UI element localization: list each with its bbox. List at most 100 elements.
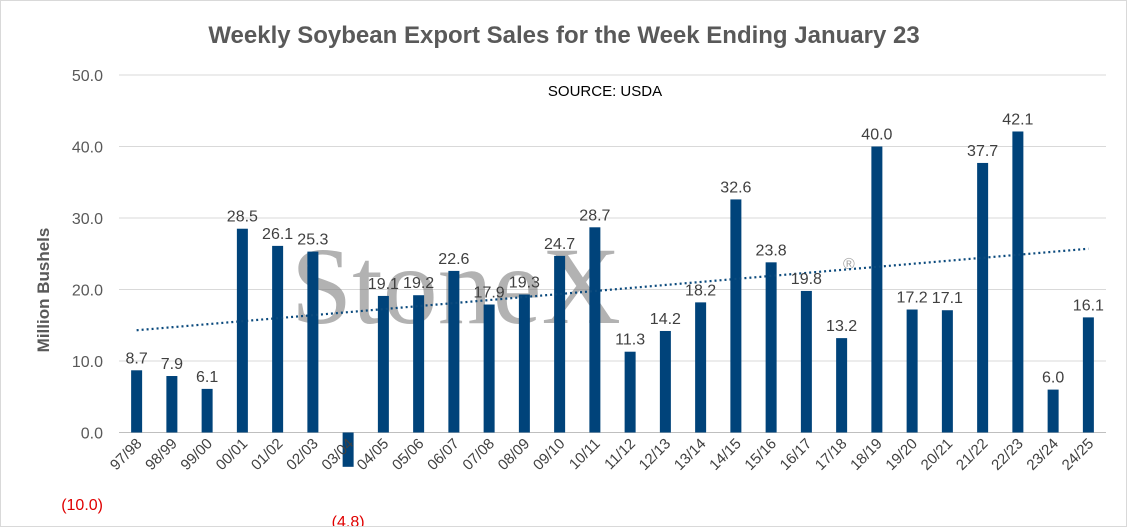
x-tick-label: 19/20 (882, 435, 921, 474)
data-label: 23.8 (756, 242, 787, 259)
x-tick-label: 15/16 (741, 435, 780, 474)
data-label: 24.7 (544, 236, 575, 253)
x-tick-label: 02/03 (283, 435, 322, 474)
y-tick-label: 50.0 (72, 68, 103, 85)
data-label: 32.6 (720, 179, 751, 196)
data-label: 17.9 (474, 285, 505, 302)
data-label: 11.3 (615, 332, 645, 349)
bar (166, 376, 178, 433)
y-axis-ticks: (10.0) 0.0 10.0 20.0 30.0 40.0 50.0 (61, 68, 103, 514)
data-label: 6.1 (196, 369, 218, 386)
y-tick-label: 40.0 (72, 140, 103, 157)
bar (236, 228, 248, 433)
bar (342, 432, 354, 467)
bar (765, 262, 777, 433)
x-tick-label: 04/05 (354, 435, 393, 474)
y-tick-label: 10.0 (72, 354, 103, 371)
data-label: 17.2 (897, 290, 928, 307)
x-tick-label: 05/06 (389, 435, 428, 474)
x-tick-label: 09/10 (530, 435, 569, 474)
bar (307, 251, 319, 433)
data-label: 28.7 (579, 207, 610, 224)
data-label: 8.7 (126, 350, 148, 367)
bar (1047, 389, 1059, 433)
x-tick-label: 00/01 (213, 435, 252, 474)
source-note: SOURCE: USDA (548, 83, 662, 100)
data-label: 16.1 (1073, 297, 1104, 314)
bar (977, 162, 989, 433)
x-tick-label: 97/98 (107, 435, 146, 474)
data-label: 22.6 (438, 251, 469, 268)
bars (131, 131, 1094, 467)
data-label: 19.8 (791, 271, 822, 288)
x-tick-label: 16/17 (777, 435, 816, 474)
watermark-registered-mark: ® (843, 256, 855, 273)
data-label: (4.8) (332, 514, 365, 526)
gridlines (119, 74, 1106, 433)
bar (131, 370, 143, 433)
x-tick-label: 17/18 (812, 435, 851, 474)
bar (201, 388, 213, 433)
y-tick-label: 20.0 (72, 283, 103, 300)
data-labels: 8.7 7.9 6.1 28.526.1 25.3 (4.8) 19.1 19.222.6 17… (126, 111, 1105, 526)
bar (906, 309, 918, 433)
x-tick-label: 06/07 (424, 435, 463, 474)
bar (483, 304, 495, 433)
bar (589, 227, 601, 433)
bar (695, 302, 707, 433)
x-tick-label: 99/00 (177, 435, 216, 474)
x-tick-label: 20/21 (918, 435, 957, 474)
bar (518, 294, 530, 433)
bar (624, 351, 636, 433)
bar (659, 330, 671, 433)
bar (800, 290, 812, 433)
x-tick-label: 07/08 (459, 435, 498, 474)
y-tick-label: (10.0) (61, 497, 103, 514)
x-tick-label: 21/22 (953, 435, 992, 474)
x-tick-label: 14/15 (706, 435, 745, 474)
x-tick-label: 23/24 (1023, 435, 1062, 474)
data-label: 14.2 (650, 311, 681, 328)
data-label: 42.1 (1002, 111, 1033, 128)
data-label: 7.9 (161, 356, 183, 373)
y-tick-label: 30.0 (72, 211, 103, 228)
bar (448, 270, 460, 433)
data-label: 19.3 (509, 275, 540, 292)
x-tick-label: 13/14 (671, 435, 710, 474)
x-tick-label: 01/02 (248, 435, 287, 474)
x-tick-label: 08/09 (495, 435, 534, 474)
bar (554, 255, 566, 433)
bar (377, 295, 389, 433)
x-tick-label: 22/23 (988, 435, 1027, 474)
x-tick-label: 12/13 (636, 435, 675, 474)
y-tick-label: 0.0 (81, 426, 103, 443)
trendline-group (136, 247, 1089, 332)
bar (730, 199, 742, 433)
data-label: 18.2 (685, 282, 716, 299)
data-label: 17.1 (932, 290, 963, 307)
bar (1082, 317, 1094, 433)
y-axis-label: Million Bushels (34, 228, 53, 353)
data-label: 28.5 (227, 209, 258, 226)
data-label: 13.2 (826, 318, 857, 335)
bar (836, 338, 848, 433)
data-label: 6.0 (1042, 370, 1064, 387)
bar (871, 146, 883, 433)
data-label: 37.7 (967, 143, 998, 160)
chart-title: Weekly Soybean Export Sales for the Week… (208, 22, 919, 49)
x-tick-label: 18/19 (847, 435, 886, 474)
x-tick-label: 24/25 (1059, 435, 1098, 474)
x-tick-label: 98/99 (142, 435, 181, 474)
data-label: 19.2 (403, 275, 434, 292)
trendline (136, 247, 1089, 332)
data-label: 40.0 (861, 127, 892, 144)
bar (272, 245, 284, 433)
x-tick-label: 11/12 (601, 435, 639, 473)
data-label: 25.3 (297, 232, 328, 249)
data-label: 26.1 (262, 226, 293, 243)
bar (413, 295, 425, 433)
x-tick-label: 10/11 (566, 435, 604, 473)
bar (1012, 131, 1024, 433)
